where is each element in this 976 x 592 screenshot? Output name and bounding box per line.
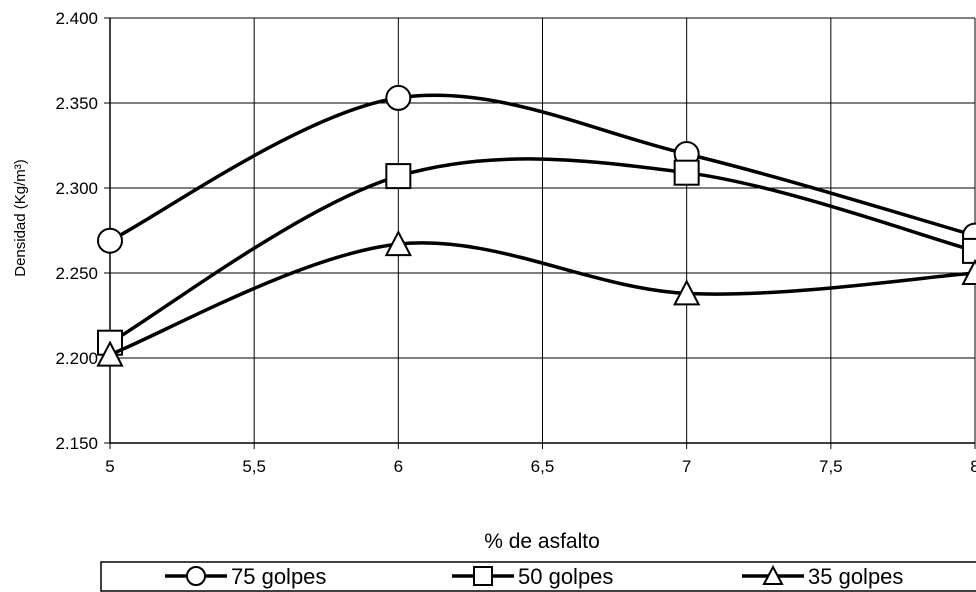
x-axis-label: % de asfalto: [484, 530, 600, 553]
series-line: [109, 93, 976, 243]
series-line: [109, 157, 976, 345]
y-tick-label: 2.400: [55, 9, 98, 28]
data-point-triangle: [384, 229, 412, 257]
plot-series: [96, 84, 976, 367]
x-tick-label: 5,5: [242, 457, 266, 476]
series-triangle: [96, 229, 976, 367]
data-point-triangle: [961, 258, 976, 285]
y-axis-label: Densidad (Kg/m³): [12, 159, 29, 277]
data-point-circle: [97, 227, 123, 254]
legend-marker-circle: [186, 566, 206, 586]
data-point-square: [962, 237, 976, 264]
data-point-triangle: [96, 340, 124, 367]
data-point-triangle: [673, 279, 701, 306]
series-square: [97, 157, 976, 356]
y-tick-label: 2.350: [55, 94, 98, 113]
x-axis-ticks: 5 5,5 6 6,5 7 7,5 8: [105, 457, 976, 476]
legend-item: 35 golpes: [742, 564, 903, 589]
y-tick-label: 2.200: [55, 349, 98, 368]
x-tick-label: 6: [394, 457, 403, 476]
y-axis-ticks: 2.150 2.200 2.250 2.300 2.350 2.400: [55, 9, 98, 453]
x-tick-label: 6,5: [531, 457, 555, 476]
y-tick-label: 2.250: [55, 264, 98, 283]
legend-label: 75 golpes: [231, 564, 326, 589]
grid-lines: [104, 17, 976, 449]
legend: 75 golpes 50 golpes 35 golpes: [100, 561, 976, 592]
y-tick-label: 2.300: [55, 179, 98, 198]
legend-label: 50 golpes: [518, 564, 613, 589]
x-tick-label: 7: [682, 457, 691, 476]
data-point-square: [385, 163, 412, 190]
series-line: [109, 241, 976, 357]
legend-marker-square: [473, 566, 493, 586]
legend-box: [100, 561, 976, 592]
legend-marker-triangle: [762, 564, 784, 585]
data-point-square: [673, 159, 700, 186]
data-point-circle: [385, 84, 412, 111]
x-tick-label: 7,5: [819, 457, 843, 476]
x-tick-label: 5: [105, 457, 114, 476]
legend-items: 75 golpes 50 golpes 35 golpes: [165, 564, 903, 589]
x-tick-label: 8: [970, 457, 976, 476]
series-circle: [97, 84, 976, 254]
legend-label: 35 golpes: [808, 564, 903, 589]
y-tick-label: 2.150: [55, 434, 98, 453]
legend-item: 50 golpes: [452, 564, 613, 589]
legend-item: 75 golpes: [165, 564, 326, 589]
